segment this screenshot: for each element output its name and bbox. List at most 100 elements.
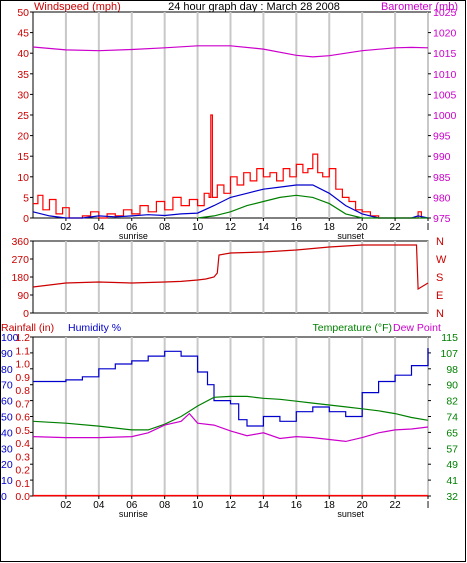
panel-3-x-tick-label: 18 bbox=[324, 500, 336, 511]
windspeed-y-tick-label: 20 bbox=[17, 131, 29, 143]
barometer-y-tick-label: 975 bbox=[433, 213, 451, 225]
temperature-y-tick-label: 82 bbox=[446, 396, 458, 408]
direction-y-tick-label: 180 bbox=[11, 272, 29, 284]
rainfall-y-tick-label: 1.1 bbox=[15, 345, 30, 357]
temperature-y-tick-label: 49 bbox=[446, 459, 458, 471]
sunset-label: sunset bbox=[337, 509, 364, 519]
direction-y-tick-label: 360 bbox=[11, 236, 29, 248]
panel-3-x-tick-label: 20 bbox=[357, 500, 369, 511]
humidity-y-tick-label: 40 bbox=[1, 427, 13, 439]
barometer-y-tick-label: 1005 bbox=[433, 89, 457, 101]
rainfall-y-tick-label: 0.0 bbox=[15, 491, 30, 503]
series-humidity bbox=[33, 348, 429, 427]
rainfall-y-tick-label: 0.3 bbox=[15, 451, 30, 463]
compass-y-tick-label: N bbox=[436, 236, 444, 248]
humidity-y-tick-label: 80 bbox=[1, 364, 13, 376]
series-direction bbox=[32, 244, 429, 291]
windspeed-axis-title: Windspeed (mph) bbox=[34, 1, 121, 13]
panel-3-x-tick-label: 10 bbox=[192, 500, 204, 511]
panel-3-x-tick-label: 14 bbox=[258, 500, 270, 511]
sunrise-label: sunrise bbox=[119, 509, 148, 519]
direction-y-tick-label: 0 bbox=[23, 308, 29, 320]
humidity-y-tick-label: 10 bbox=[1, 475, 13, 487]
humidity-axis-title: Humidity % bbox=[68, 322, 121, 334]
panel-1-x-tick-label: 02 bbox=[60, 222, 72, 233]
barometer-y-tick-label: 1020 bbox=[433, 28, 457, 40]
temperature-y-tick-label: 98 bbox=[446, 364, 458, 376]
rainfall-y-tick-label: 0.7 bbox=[15, 398, 30, 410]
panel-1-x-tick-label: 16 bbox=[291, 222, 303, 233]
humidity-y-tick-label: 50 bbox=[1, 412, 13, 424]
humidity-y-tick-label: 90 bbox=[1, 348, 13, 360]
temperature-y-tick-label: 57 bbox=[446, 443, 458, 455]
direction-y-tick-label: 270 bbox=[11, 254, 29, 266]
panel-3-x-tick-label: 22 bbox=[390, 500, 402, 511]
humidity-y-tick-label: 30 bbox=[1, 443, 13, 455]
panel-1-x-tick-label: I bbox=[427, 222, 430, 233]
temperature-y-tick-label: 74 bbox=[446, 412, 458, 424]
panel-1-x-tick-label: 10 bbox=[192, 222, 204, 233]
windspeed-y-tick-label: 35 bbox=[17, 69, 29, 81]
humidity-y-tick-label: 100 bbox=[1, 332, 19, 344]
barometer-axis-title: Barometer (mb) bbox=[381, 1, 458, 13]
panel-3-x-tick-label: 06 bbox=[126, 500, 138, 511]
windspeed-y-tick-label: 45 bbox=[17, 28, 29, 40]
series-wind_green bbox=[197, 194, 428, 219]
barometer-y-tick-label: 1015 bbox=[433, 48, 457, 60]
sunset-label: sunset bbox=[337, 231, 364, 241]
panel-3-x-tick-label: 16 bbox=[291, 500, 303, 511]
chart-layer: 0510152025303540455097598098599099510001… bbox=[1, 7, 458, 519]
rainfall-y-tick-label: 1.2 bbox=[15, 332, 30, 344]
rainfall-y-tick-label: 0.9 bbox=[15, 372, 30, 384]
barometer-y-tick-label: 1010 bbox=[433, 69, 457, 81]
panel-3-x-tick-label: I bbox=[427, 500, 430, 511]
compass-y-tick-label: E bbox=[436, 290, 443, 302]
panel-1-x-tick-label: 18 bbox=[324, 222, 336, 233]
barometer-y-tick-label: 1025 bbox=[433, 7, 457, 19]
panel-1-x-tick-label: 04 bbox=[93, 222, 105, 233]
windspeed-y-tick-label: 30 bbox=[17, 89, 29, 101]
barometer-y-tick-label: 1000 bbox=[433, 110, 457, 122]
rainfall-y-tick-label: 1.0 bbox=[15, 359, 30, 371]
panel-3-x-tick-label: 04 bbox=[93, 500, 105, 511]
panel-1-x-tick-label: 14 bbox=[258, 222, 270, 233]
compass-y-tick-label: W bbox=[436, 254, 447, 266]
temperature-y-tick-label: 115 bbox=[441, 332, 458, 344]
windspeed-y-tick-label: 50 bbox=[17, 7, 29, 19]
barometer-y-tick-label: 990 bbox=[433, 151, 451, 163]
rainfall-y-tick-label: 0.4 bbox=[15, 438, 30, 450]
chart-title: 24 hour graph day : March 28 2008 bbox=[168, 1, 340, 13]
humidity-y-tick-label: 60 bbox=[1, 396, 13, 408]
rainfall-y-tick-label: 0.8 bbox=[15, 385, 30, 397]
dewpoint-axis-title: Dew Point bbox=[393, 322, 441, 334]
compass-y-tick-label: S bbox=[436, 272, 443, 284]
barometer-y-tick-label: 980 bbox=[433, 192, 451, 204]
temperature-axis-title: Temperature (°F) bbox=[313, 322, 392, 334]
windspeed-y-tick-label: 25 bbox=[17, 110, 29, 122]
humidity-y-tick-label: 70 bbox=[1, 380, 13, 392]
temperature-y-tick-label: 90 bbox=[446, 380, 458, 392]
panel-1-x-tick-label: 06 bbox=[126, 222, 138, 233]
rainfall-y-tick-label: 0.2 bbox=[15, 465, 30, 477]
rainfall-y-tick-label: 0.6 bbox=[15, 412, 30, 424]
panel-1-x-tick-label: 12 bbox=[225, 222, 237, 233]
windspeed-y-tick-label: 15 bbox=[17, 151, 29, 163]
panel-3-x-tick-label: 12 bbox=[225, 500, 237, 511]
rainfall-axis-title: Rainfall (in) bbox=[1, 322, 54, 334]
temperature-y-tick-label: 41 bbox=[446, 475, 458, 487]
barometer-y-tick-label: 995 bbox=[433, 131, 451, 143]
temperature-y-tick-label: 32 bbox=[446, 491, 458, 503]
panel-1-x-tick-label: 22 bbox=[390, 222, 402, 233]
windspeed-y-tick-label: 40 bbox=[17, 48, 29, 60]
panel-1-x-tick-label: 20 bbox=[357, 222, 369, 233]
temperature-y-tick-label: 65 bbox=[446, 427, 458, 439]
sunrise-label: sunrise bbox=[119, 231, 148, 241]
windspeed-y-tick-label: 10 bbox=[17, 172, 29, 184]
barometer-y-tick-label: 985 bbox=[433, 172, 451, 184]
rainfall-y-tick-label: 0.1 bbox=[15, 478, 30, 490]
windspeed-y-tick-label: 5 bbox=[23, 192, 29, 204]
series-temperature bbox=[32, 395, 429, 431]
series-avg_wind bbox=[32, 184, 429, 219]
